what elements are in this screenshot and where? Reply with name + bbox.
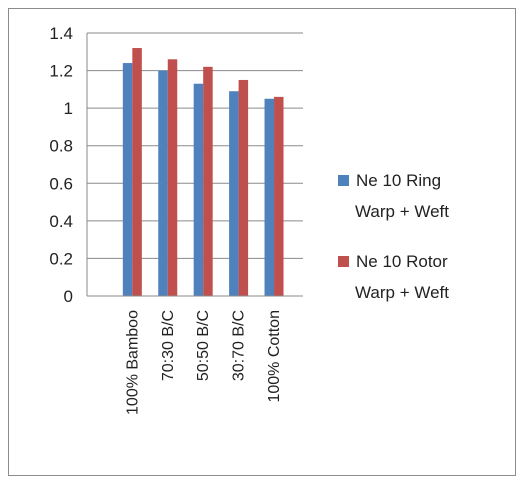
chart-frame: [8, 8, 516, 476]
legend-label-1-line-2: Warp + Weft: [355, 202, 449, 221]
bar-series-2-4: [238, 79, 249, 296]
bar-series-1-2: [158, 70, 168, 296]
bar-series-1-5: [264, 98, 275, 296]
y-tick-label: 0.4: [49, 212, 73, 231]
axes: [86, 33, 303, 297]
bar-series-2-1: [132, 48, 142, 297]
x-category-label: 100% Bamboo: [124, 310, 141, 415]
y-tick-label: 0: [64, 287, 73, 306]
legend-label-1-line-1: Ne 10 Ring: [356, 171, 441, 190]
bars: [122, 48, 284, 297]
x-category-label: 50:50 B/C: [195, 310, 212, 381]
y-tick-label: 0.8: [49, 137, 73, 156]
bar-series-1-3: [193, 83, 204, 296]
bar-series-1-4: [229, 91, 239, 296]
legend-label-2-line-1: Ne 10 Rotor: [356, 252, 448, 271]
bar-series-1-1: [122, 63, 133, 296]
y-tick-label: 1.4: [49, 24, 73, 43]
y-tick-label: 1.2: [49, 62, 73, 81]
y-axis-tick-labels: 0 0.2 0.4 0.6 0.8 1 1.2 1.4: [49, 24, 73, 306]
legend-label-2-line-2: Warp + Weft: [355, 283, 449, 302]
bar-series-2-3: [203, 66, 213, 296]
legend: Ne 10 Ring Warp + Weft Ne 10 Rotor Warp + W…: [338, 171, 449, 302]
legend-swatch-1: [338, 175, 349, 186]
y-tick-label: 0.6: [49, 174, 73, 193]
y-tick-label: 0.2: [49, 249, 73, 268]
x-axis-category-labels: 100% Bamboo 70:30 B/C 50:50 B/C 30:70 B/C 10…: [124, 310, 283, 415]
x-category-label: 100% Cotton: [266, 310, 283, 403]
legend-swatch-2: [338, 256, 349, 267]
x-category-label: 30:70 B/C: [231, 310, 248, 381]
bar-series-2-5: [274, 96, 284, 296]
bar-series-2-2: [167, 59, 178, 296]
y-tick-label: 1: [64, 99, 73, 118]
x-category-label: 70:30 B/C: [160, 310, 177, 381]
